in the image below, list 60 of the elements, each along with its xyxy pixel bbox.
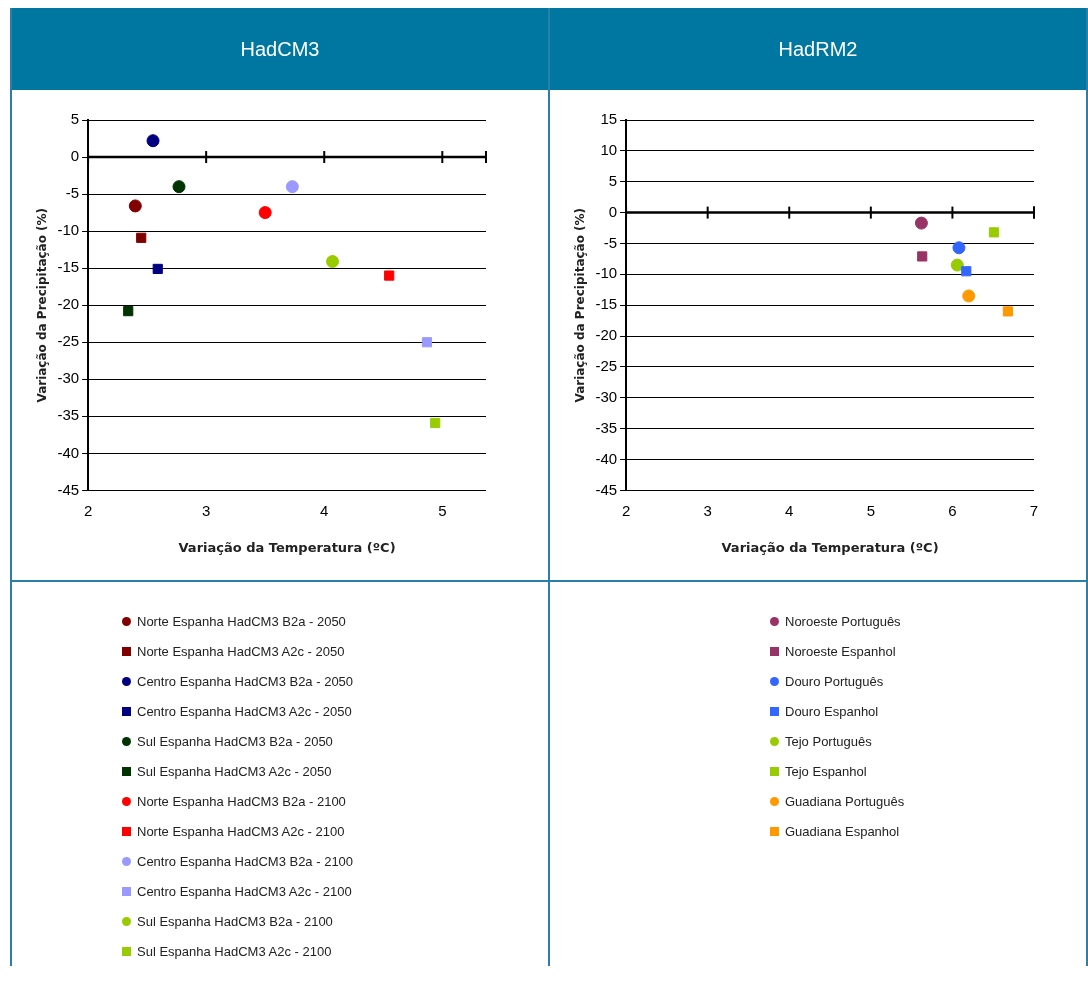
y-tick-label: -45	[57, 480, 80, 498]
y-tick-label: -35	[595, 418, 618, 436]
x-tick-label: 4	[320, 501, 329, 519]
x-tick-label: 3	[201, 501, 211, 519]
y-tick-label: -10	[57, 221, 80, 239]
legend-label: Douro Português	[785, 673, 884, 689]
legend-label: Guadiana Espanhol	[785, 823, 900, 839]
legend-label: Sul Espanha HadCM3 B2a - 2100	[137, 913, 333, 929]
legend-label: Sul Espanha HadCM3 B2a - 2050	[137, 733, 333, 749]
legend-label: Guadiana Português	[785, 793, 905, 809]
x-tick-label: 4	[785, 501, 794, 519]
y-tick-label: -20	[595, 326, 618, 344]
legend-label: Douro Espanhol	[785, 703, 879, 719]
x-tick-label: 6	[948, 501, 957, 519]
y-axis-title: Variação da Precipitação (%)	[573, 207, 588, 403]
y-tick-label: -25	[595, 357, 618, 375]
x-tick-label: 5	[866, 501, 875, 519]
y-tick-label: 5	[70, 110, 80, 128]
y-tick-label: -15	[595, 295, 618, 313]
legend-label: Noroeste Português	[785, 613, 901, 629]
y-tick-label: -30	[595, 387, 618, 405]
legend-label: Norte Espanha HadCM3 B2a - 2050	[137, 613, 346, 629]
x-axis-title: Variação da Temperatura (ºC)	[721, 539, 939, 555]
y-tick-label: -35	[57, 406, 80, 424]
legend-label: Centro Espanha HadCM3 A2c - 2100	[137, 883, 352, 899]
legend-label: Tejo Espanhol	[785, 763, 867, 779]
legend-label: Tejo Português	[785, 733, 872, 749]
y-tick-label: -25	[57, 332, 80, 350]
legend-label: Norte Espanha HadCM3 B2a - 2100	[137, 793, 346, 809]
x-tick-label: 2	[83, 501, 93, 519]
legend-label: Centro Espanha HadCM3 B2a - 2100	[137, 853, 354, 869]
legend-label: Norte Espanha HadCM3 A2c - 2100	[137, 823, 345, 839]
y-tick-label: 0	[608, 202, 618, 220]
legend-label: Centro Espanha HadCM3 A2c - 2050	[137, 703, 352, 719]
y-tick-label: -5	[65, 184, 80, 202]
legend-label: Centro Espanha HadCM3 B2a - 2050	[137, 673, 354, 689]
legend-label: Sul Espanha HadCM3 A2c - 2050	[137, 763, 332, 779]
y-tick-label: -40	[595, 449, 618, 467]
y-tick-label: -20	[57, 295, 80, 313]
y-tick-label: -40	[57, 443, 80, 461]
y-tick-label: 5	[608, 171, 618, 189]
chart-title: HadRM2	[550, 8, 1086, 90]
y-tick-label: -15	[57, 258, 80, 276]
legend-label: Sul Espanha HadCM3 A2c - 2100	[137, 943, 332, 959]
chart-title: HadCM3	[12, 8, 548, 90]
legend-label: Noroeste Espanhol	[785, 643, 896, 659]
x-tick-label: 2	[621, 501, 631, 519]
y-axis-title: Variação da Precipitação (%)	[35, 207, 50, 403]
legend-label: Norte Espanha HadCM3 A2c - 2050	[137, 643, 345, 659]
x-axis-title: Variação da Temperatura (ºC)	[178, 539, 396, 555]
y-tick-label: 0	[70, 147, 80, 165]
y-tick-label: -45	[595, 480, 618, 498]
y-tick-label: 10	[600, 141, 618, 159]
x-tick-label: 7	[1029, 501, 1039, 519]
y-tick-label: -30	[57, 369, 80, 387]
y-tick-label: -5	[603, 233, 618, 251]
x-tick-label: 3	[703, 501, 712, 519]
y-tick-label: -10	[595, 264, 618, 282]
x-tick-label: 5	[438, 501, 447, 519]
y-tick-label: 15	[600, 110, 618, 128]
